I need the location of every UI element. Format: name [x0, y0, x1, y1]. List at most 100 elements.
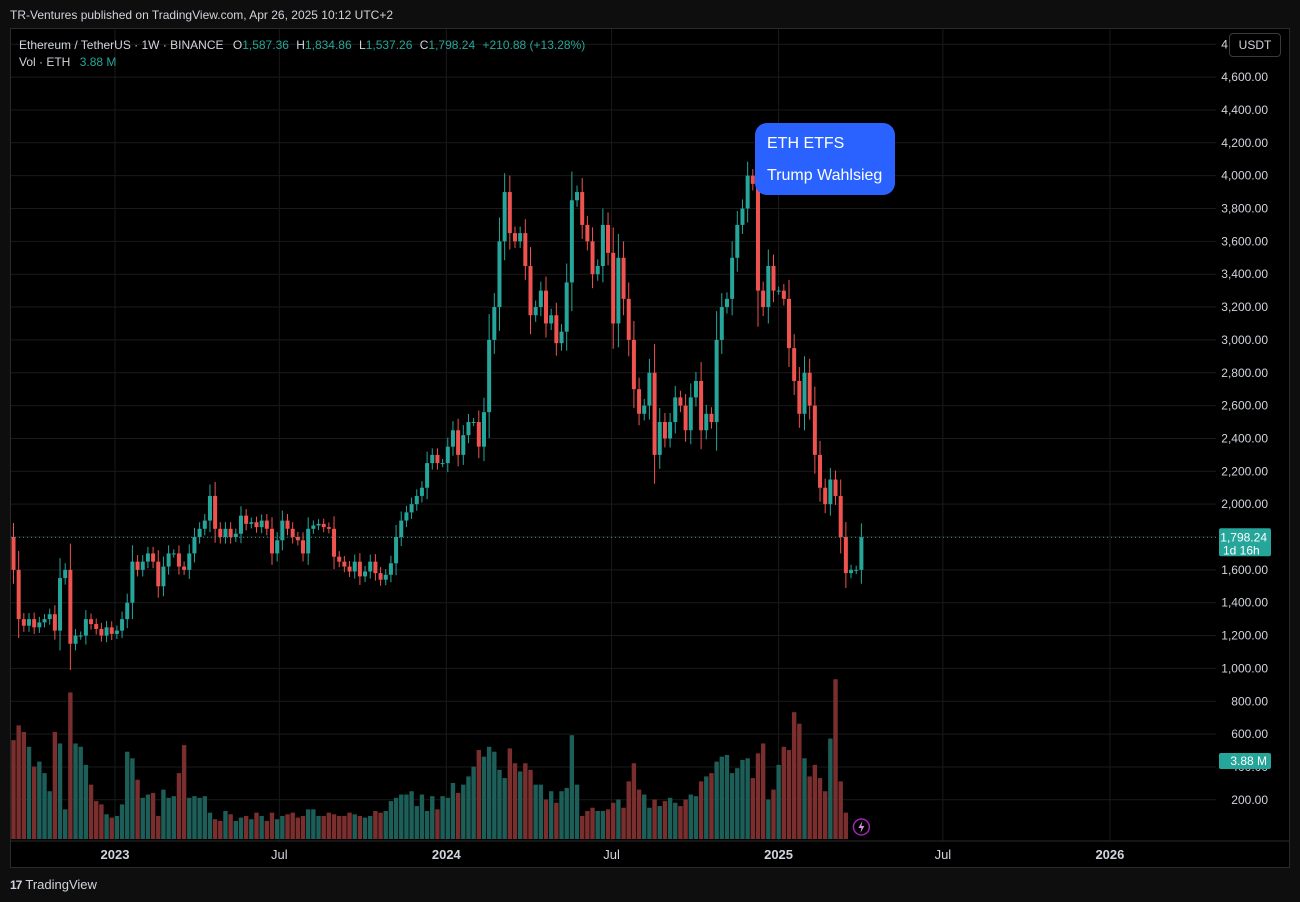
- footer-bar: 17 TradingView: [0, 868, 1300, 902]
- candle-body: [73, 635, 78, 644]
- volume-bar: [445, 797, 450, 840]
- volume-bar: [626, 781, 631, 840]
- candle-body: [83, 619, 88, 636]
- candle-body: [151, 553, 156, 562]
- currency-button[interactable]: USDT: [1229, 33, 1281, 57]
- volume-bar: [192, 796, 197, 839]
- candle-body: [357, 561, 362, 577]
- volume-label[interactable]: Vol · ETH: [19, 55, 71, 69]
- symbol-name[interactable]: Ethereum / TetherUS · 1W · BINANCE: [19, 38, 224, 52]
- candle-body: [730, 257, 735, 299]
- candle-body: [487, 339, 492, 413]
- volume-bar: [347, 812, 352, 839]
- volume-bar: [574, 784, 580, 839]
- candle-body: [295, 537, 300, 541]
- time-tick-label: Jul: [603, 847, 620, 862]
- candlestick-chart[interactable]: 4,800.004,600.004,400.004,200.004,000.00…: [11, 29, 1289, 867]
- candle-body: [621, 257, 626, 299]
- price-tick-label: 1,600.00: [1221, 563, 1268, 577]
- candle-body: [606, 224, 611, 253]
- candle-body: [502, 192, 507, 242]
- open-value: 1,587.36: [242, 38, 289, 52]
- volume-bar: [57, 743, 63, 839]
- volume-bar: [37, 761, 42, 839]
- candle-body: [595, 265, 600, 275]
- volume-bar: [673, 802, 678, 839]
- candle-body: [564, 282, 569, 332]
- candle-body: [471, 422, 476, 424]
- volume-bar: [326, 812, 332, 839]
- candle-body: [838, 495, 843, 537]
- candle-body: [678, 397, 683, 406]
- candle-body: [818, 454, 823, 488]
- candle-body: [388, 563, 393, 575]
- candle-body: [16, 569, 21, 620]
- volume-bar: [704, 776, 709, 839]
- volume-bar: [104, 814, 109, 839]
- candle-body: [145, 553, 150, 562]
- ohlc-row: Ethereum / TetherUS · 1W · BINANCE O1,58…: [19, 37, 585, 54]
- candle-body: [264, 520, 269, 529]
- volume-bar: [822, 791, 828, 839]
- volume-bar: [502, 778, 507, 839]
- candle-body: [456, 430, 461, 455]
- price-tick-label: 2,400.00: [1221, 431, 1268, 445]
- candle-body: [512, 233, 517, 242]
- candle-body: [492, 307, 497, 340]
- candle-body: [828, 479, 833, 505]
- volume-bar: [569, 735, 575, 839]
- candle-body: [21, 619, 26, 626]
- candle-body: [812, 405, 817, 455]
- volume-bar: [305, 809, 311, 839]
- volume-bar: [11, 740, 16, 839]
- volume-bar: [709, 773, 714, 839]
- candle-body: [714, 339, 719, 423]
- candle-body: [776, 290, 781, 292]
- volume-bar: [414, 806, 419, 839]
- candle-body: [549, 315, 554, 324]
- candle-body: [787, 298, 791, 349]
- price-tick-label: 3,800.00: [1221, 202, 1268, 216]
- candle-body: [719, 307, 724, 340]
- volume-bar: [94, 801, 99, 839]
- candle-body: [435, 454, 440, 464]
- volume-bar: [73, 743, 78, 839]
- volume-bar: [580, 815, 585, 839]
- candle-body: [745, 175, 750, 209]
- volume-badge: [1219, 753, 1271, 769]
- candle-body: [301, 540, 306, 554]
- volume-bar: [585, 811, 590, 839]
- volume-bar: [243, 815, 249, 839]
- price-tick-label: 4,400.00: [1221, 103, 1268, 117]
- volume-bar: [652, 799, 657, 839]
- volume-bar: [207, 812, 213, 839]
- candle-body: [37, 622, 42, 628]
- candle-body: [378, 573, 383, 580]
- volume-bar: [197, 797, 202, 840]
- volume-bar: [135, 779, 140, 839]
- volume-bar: [838, 781, 843, 840]
- candle-body: [280, 520, 285, 541]
- candle-body: [58, 578, 63, 631]
- volume-bar: [321, 815, 326, 839]
- volume-bar: [31, 766, 37, 839]
- volume-bar: [52, 731, 58, 839]
- candle-body: [709, 413, 714, 423]
- candle-body: [693, 380, 698, 398]
- annotation-note[interactable]: ETH ETFS Trump Wahlsieg: [755, 123, 895, 195]
- volume-bar: [181, 745, 187, 839]
- volume-bar: [259, 815, 264, 839]
- volume-bar: [285, 814, 290, 839]
- volume-bar: [125, 751, 130, 839]
- candle-body: [668, 422, 673, 439]
- chart-area[interactable]: 4,800.004,600.004,400.004,200.004,000.00…: [10, 28, 1290, 868]
- price-tick-label: 800.00: [1231, 694, 1268, 708]
- volume-bar: [373, 811, 378, 839]
- candle-body: [383, 574, 388, 580]
- candle-body: [843, 537, 848, 574]
- candle-body: [244, 515, 249, 524]
- volume-bar: [274, 819, 280, 839]
- volume-bar: [538, 784, 544, 839]
- price-tick-label: 2,200.00: [1221, 464, 1268, 478]
- tradingview-logo[interactable]: 17 TradingView: [10, 877, 97, 892]
